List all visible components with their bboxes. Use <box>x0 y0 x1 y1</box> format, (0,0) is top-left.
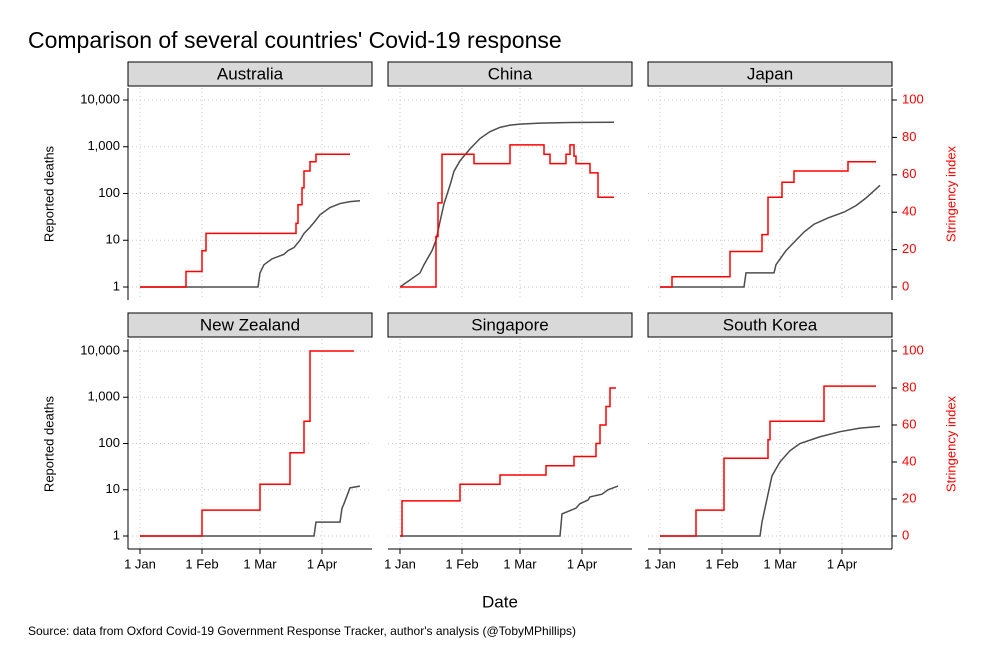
x-tick-label: 1 Jan <box>384 556 416 571</box>
stringency-line <box>140 153 350 288</box>
panel-title: Singapore <box>471 315 549 334</box>
x-tick-label: 1 Feb <box>705 556 738 571</box>
y-tick-label: 1 <box>113 278 120 293</box>
x-tick-label: 1 Mar <box>503 556 537 571</box>
y2-tick-label: 40 <box>902 453 916 468</box>
y-axis-title: Reported deaths <box>41 145 56 242</box>
panel-title: China <box>488 64 533 83</box>
y-tick-label: 100 <box>98 435 120 450</box>
y2-tick-label: 100 <box>902 91 924 106</box>
panel-strip <box>387 61 633 87</box>
y-tick-label: 10 <box>106 232 120 247</box>
panel-strip <box>387 312 633 338</box>
x-axis-title: Date <box>482 592 518 611</box>
y2-axis-title: Stringency index <box>943 145 958 242</box>
panel-strip <box>127 312 373 338</box>
y-tick-label: 10,000 <box>80 91 120 106</box>
panel-strip <box>647 61 893 87</box>
x-tick-label: 1 Mar <box>243 556 277 571</box>
x-tick-label: 1 Jan <box>644 556 676 571</box>
y2-axis-title: Stringency index <box>943 395 958 492</box>
x-tick-label: 1 Jan <box>124 556 156 571</box>
y-tick-label: 1,000 <box>87 389 120 404</box>
panel-title: South Korea <box>723 315 818 334</box>
x-tick-label: 1 Feb <box>185 556 218 571</box>
y2-tick-label: 100 <box>902 342 924 357</box>
stringency-line <box>400 387 616 537</box>
deaths-line <box>400 485 619 537</box>
panel-strip <box>647 312 893 338</box>
stringency-line <box>660 160 876 288</box>
x-tick-label: 1 Apr <box>567 556 598 571</box>
panel-title: New Zealand <box>200 315 300 334</box>
panel-title: Japan <box>747 64 793 83</box>
x-tick-label: 1 Feb <box>445 556 478 571</box>
y-axis-title: Reported deaths <box>41 395 56 492</box>
deaths-line <box>660 184 881 288</box>
y2-tick-label: 20 <box>902 241 916 256</box>
y-tick-label: 10,000 <box>80 342 120 357</box>
y-tick-label: 1,000 <box>87 138 120 153</box>
y2-tick-label: 40 <box>902 204 916 219</box>
x-tick-label: 1 Mar <box>763 556 797 571</box>
y-tick-label: 100 <box>98 185 120 200</box>
deaths-line <box>660 425 881 537</box>
x-tick-label: 1 Apr <box>307 556 338 571</box>
deaths-line <box>140 485 361 537</box>
y-tick-label: 1 <box>113 527 120 542</box>
stringency-line <box>660 385 876 537</box>
deaths-line <box>140 199 361 288</box>
stringency-line <box>140 350 354 537</box>
panel-title: Australia <box>217 64 284 83</box>
source-note: Source: data from Oxford Covid-19 Govern… <box>28 624 576 638</box>
deaths-line <box>399 121 615 288</box>
y2-tick-label: 80 <box>902 379 916 394</box>
y2-tick-label: 60 <box>902 166 916 181</box>
chart-title: Comparison of several countries' Covid-1… <box>28 27 562 53</box>
stringency-line <box>400 144 614 288</box>
y2-tick-label: 0 <box>902 278 909 293</box>
y2-tick-label: 20 <box>902 490 916 505</box>
y2-tick-label: 0 <box>902 527 909 542</box>
y-tick-label: 10 <box>106 481 120 496</box>
y2-tick-label: 80 <box>902 129 916 144</box>
panel-strip <box>127 61 373 87</box>
x-tick-label: 1 Apr <box>827 556 858 571</box>
y2-tick-label: 60 <box>902 416 916 431</box>
